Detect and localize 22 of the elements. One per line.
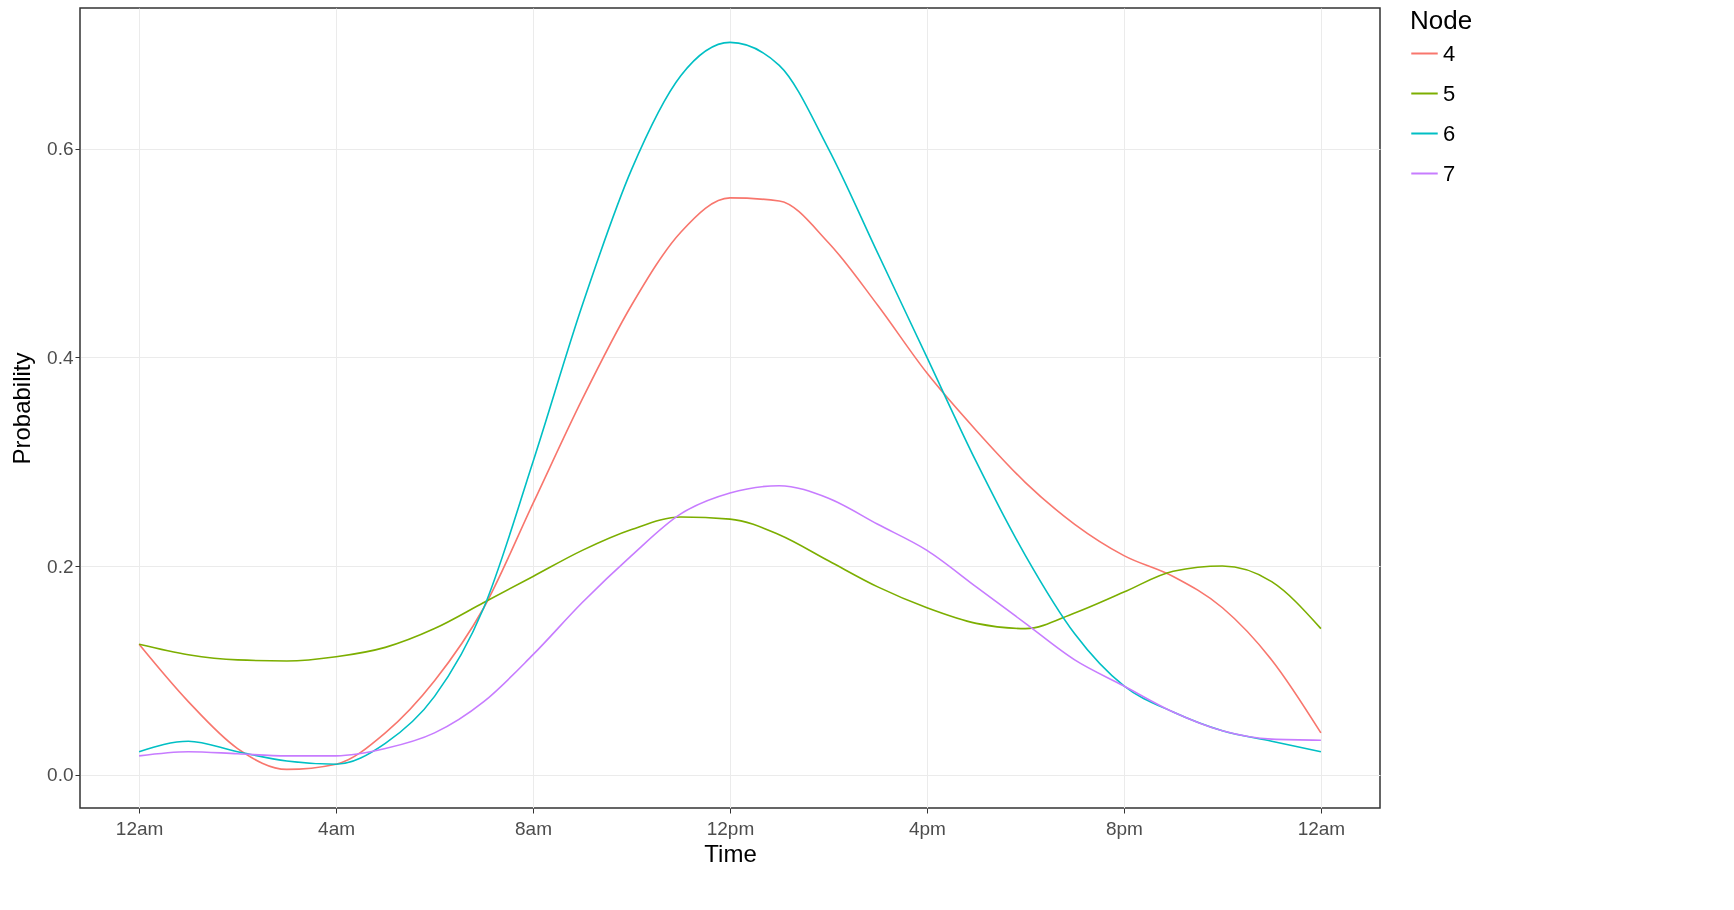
legend-label: 4 xyxy=(1443,40,1456,66)
y-tick-label: 0.0 xyxy=(47,764,74,786)
legend-title: Node xyxy=(1410,5,1473,35)
x-tick-label: 12am xyxy=(115,817,164,839)
legend-label: 6 xyxy=(1443,120,1456,146)
legend-label: 7 xyxy=(1443,160,1456,186)
x-tick-label: 8pm xyxy=(1105,817,1143,839)
line-series xyxy=(138,197,1322,771)
x-tick-label: 8am xyxy=(515,817,553,839)
line-series xyxy=(138,41,1322,765)
x-tick-label: 4am xyxy=(318,817,356,839)
y-tick-label: 0.4 xyxy=(47,346,74,368)
x-tick-label: 4pm xyxy=(908,817,946,839)
line-series xyxy=(138,516,1322,662)
x-tick-label: 12am xyxy=(1297,817,1346,839)
y-tick-label: 0.6 xyxy=(47,138,74,160)
line-series xyxy=(138,484,1322,757)
y-tick-label: 0.2 xyxy=(47,555,74,577)
legend-label: 5 xyxy=(1443,80,1456,106)
x-tick-label: 12pm xyxy=(706,817,755,839)
x-axis-title: Time xyxy=(704,839,757,867)
y-axis-title: Probability xyxy=(8,352,36,465)
